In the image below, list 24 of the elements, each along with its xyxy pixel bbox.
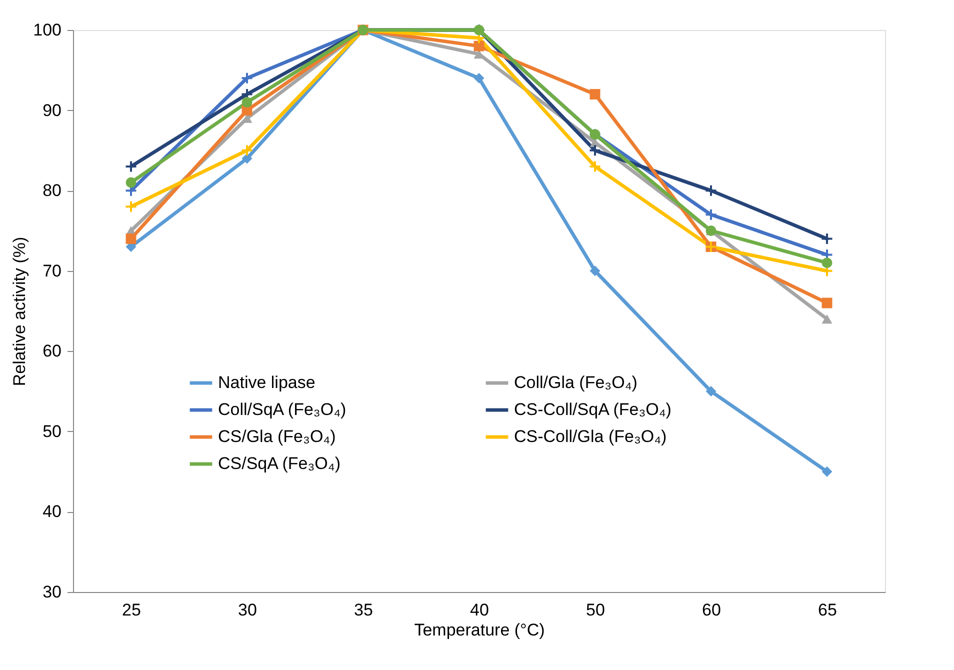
legend-label: CS-Coll/SqA (Fe₃O₄) xyxy=(514,400,672,419)
legend-label: CS-Coll/Gla (Fe₃O₄) xyxy=(514,427,667,446)
legend-label: Coll/SqA (Fe₃O₄) xyxy=(218,400,346,419)
x-tick-label: 35 xyxy=(354,600,373,620)
y-axis-title: Relative activity (%) xyxy=(10,236,30,386)
y-tick-label: 80 xyxy=(42,181,62,200)
x-tick-label: 50 xyxy=(586,600,605,620)
legend-label: CS/Gla (Fe₃O₄) xyxy=(218,427,336,446)
x-tick-label: 30 xyxy=(238,600,257,620)
y-tick-label: 50 xyxy=(42,422,62,441)
x-tick-label: 40 xyxy=(470,600,489,620)
y-tick-label: 70 xyxy=(42,261,62,280)
legend-label: CS/SqA (Fe₃O₄) xyxy=(218,454,341,473)
x-tick-label: 65 xyxy=(818,600,837,620)
legend-label: Native lipase xyxy=(218,373,316,392)
y-tick-label: 30 xyxy=(42,582,62,602)
y-tick-label: 100 xyxy=(33,20,62,40)
x-axis-title: Temperature (°C) xyxy=(414,620,545,640)
legend-label: Coll/Gla (Fe₃O₄) xyxy=(514,373,638,392)
y-tick-label: 60 xyxy=(42,342,62,361)
x-tick-label: 25 xyxy=(122,600,141,620)
y-tick-label: 40 xyxy=(42,502,62,522)
x-tick-label: 60 xyxy=(702,600,721,620)
y-tick-label: 90 xyxy=(42,100,62,120)
